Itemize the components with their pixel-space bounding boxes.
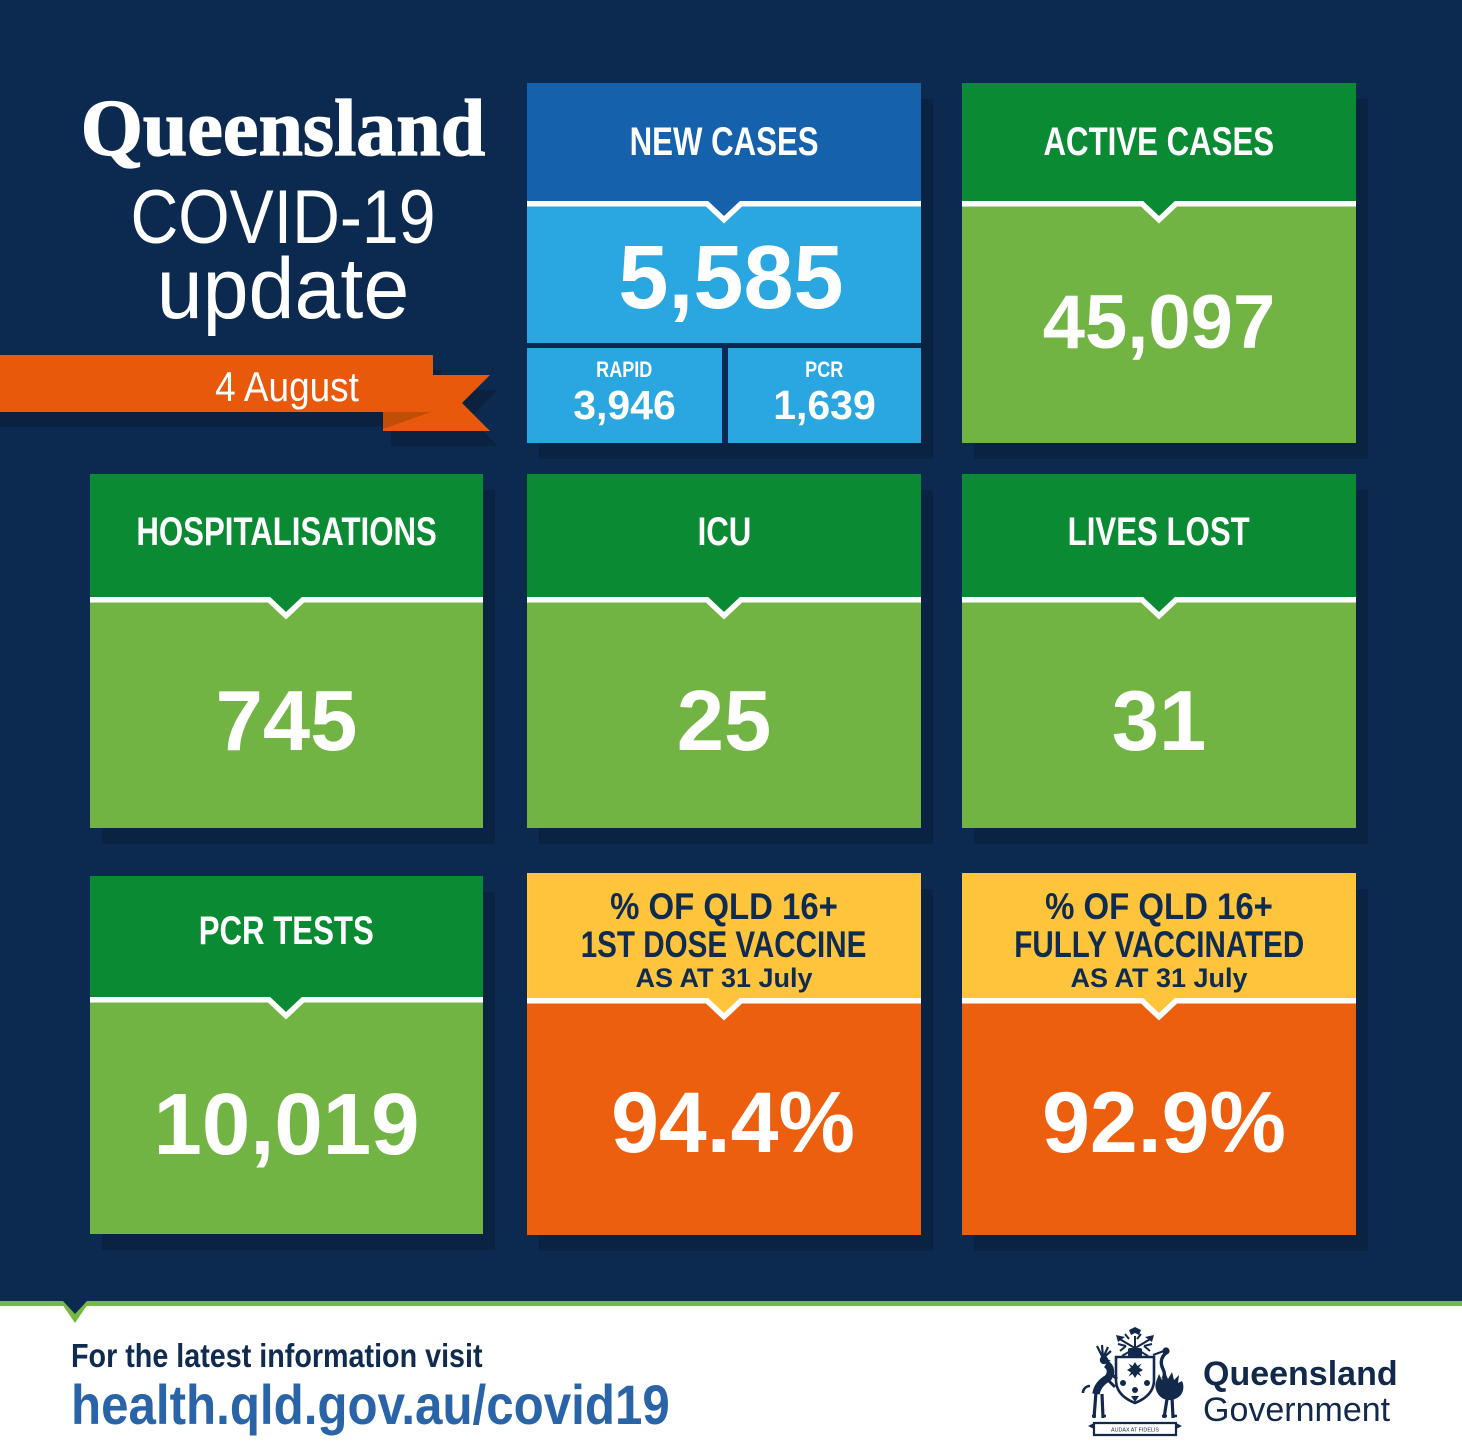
- svg-text:AUDAX AT FIDELIS: AUDAX AT FIDELIS: [1111, 1428, 1159, 1434]
